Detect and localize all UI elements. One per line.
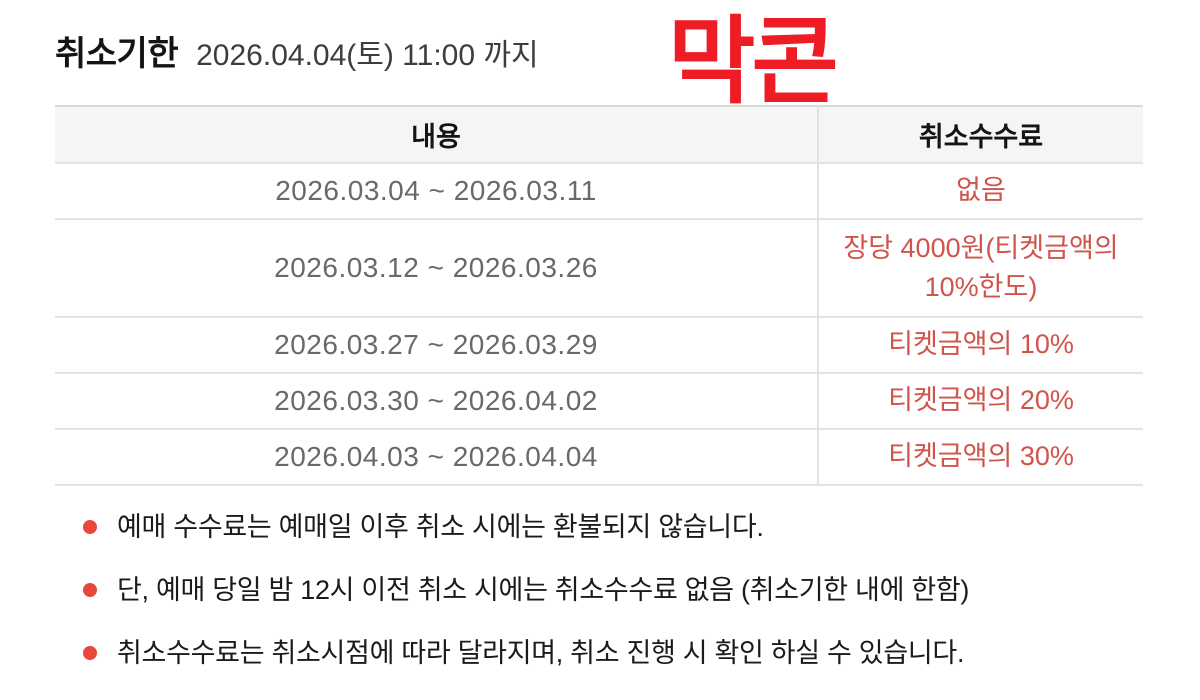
fee-cell: 티켓금액의 10%: [817, 316, 1143, 373]
period-cell: 2026.03.30 ~ 2026.04.02: [55, 372, 818, 429]
column-header-content: 내용: [55, 106, 818, 163]
period-cell: 2026.03.27 ~ 2026.03.29: [55, 316, 818, 373]
list-item: 단, 예매 당일 밤 12시 이전 취소 시에는 취소수수료 없음 (취소기한 …: [83, 573, 1143, 607]
table-row: 2026.04.03 ~ 2026.04.04 티켓금액의 30%: [55, 428, 1143, 485]
deadline-date-text: 2026.04.04(토) 11:00 까지: [196, 39, 539, 72]
fee-cell: 장당 4000원(티켓금액의 10%한도): [817, 218, 1143, 317]
column-header-fee: 취소수수료: [817, 106, 1143, 163]
fee-cell: 없음: [817, 162, 1143, 219]
bullet-dot-icon: [83, 583, 97, 597]
table-header-row: 내용 취소수수료: [55, 106, 1143, 163]
note-text: 단, 예매 당일 밤 12시 이전 취소 시에는 취소수수료 없음 (취소기한 …: [117, 575, 970, 605]
fee-cell: 티켓금액의 20%: [817, 372, 1143, 429]
bullet-dot-icon: [83, 646, 97, 660]
fee-cell: 티켓금액의 30%: [817, 428, 1143, 485]
page-title: 취소기한: [55, 35, 179, 73]
cancellation-fee-table: 내용 취소수수료 2026.03.04 ~ 2026.03.11 없음 2026…: [55, 105, 1143, 486]
note-text: 예매 수수료는 예매일 이후 취소 시에는 환불되지 않습니다.: [117, 512, 764, 542]
table-row: 2026.03.12 ~ 2026.03.26 장당 4000원(티켓금액의 1…: [55, 218, 1143, 317]
table-row: 2026.03.30 ~ 2026.04.02 티켓금액의 20%: [55, 372, 1143, 429]
policy-notes-list: 예매 수수료는 예매일 이후 취소 시에는 환불되지 않습니다. 단, 예매 당…: [55, 510, 1143, 670]
period-cell: 2026.04.03 ~ 2026.04.04: [55, 428, 818, 485]
note-text: 취소수수료는 취소시점에 따라 달라지며, 취소 진행 시 확인 하실 수 있습…: [117, 638, 965, 668]
bullet-dot-icon: [83, 520, 97, 534]
table-row: 2026.03.04 ~ 2026.03.11 없음: [55, 162, 1143, 219]
table-row: 2026.03.27 ~ 2026.03.29 티켓금액의 10%: [55, 316, 1143, 373]
cancellation-deadline-header: 취소기한 2026.04.04(토) 11:00 까지: [55, 0, 1143, 73]
period-cell: 2026.03.12 ~ 2026.03.26: [55, 218, 818, 317]
list-item: 예매 수수료는 예매일 이후 취소 시에는 환불되지 않습니다.: [83, 510, 1143, 544]
list-item: 취소수수료는 취소시점에 따라 달라지며, 취소 진행 시 확인 하실 수 있습…: [83, 636, 1143, 670]
period-cell: 2026.03.04 ~ 2026.03.11: [55, 162, 818, 219]
